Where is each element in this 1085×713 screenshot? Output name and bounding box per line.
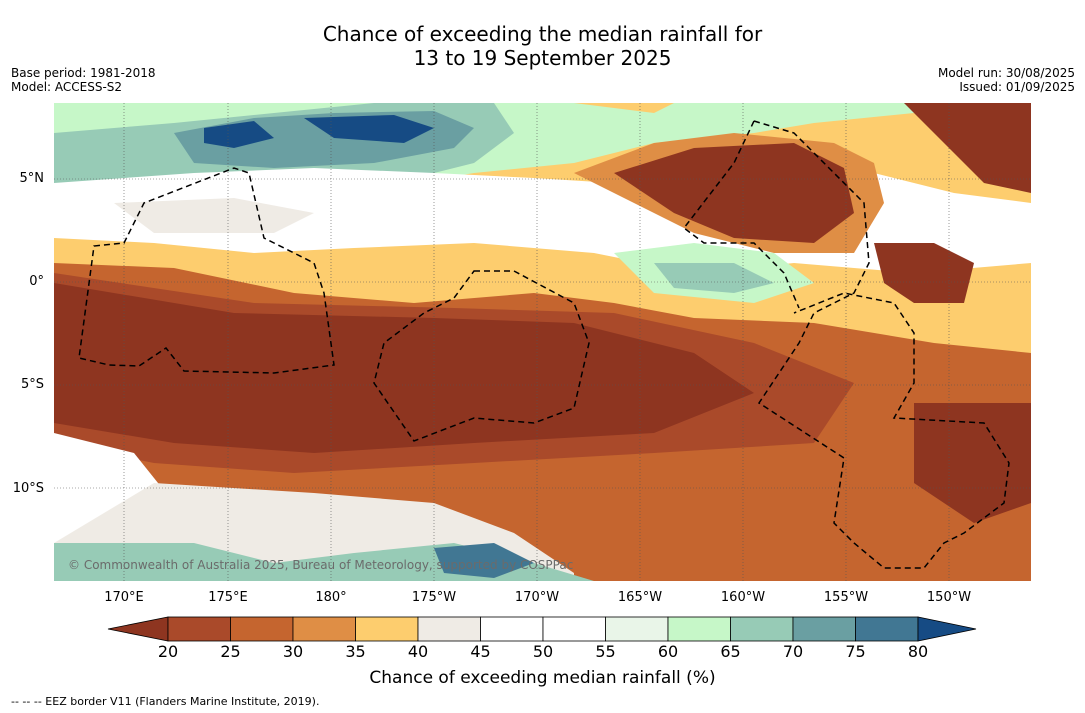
lon-label-170w: 170°W — [514, 590, 560, 605]
colorbar-tick-label: 45 — [470, 642, 491, 661]
colorbar-cell — [480, 616, 544, 642]
lon-label-180: 180° — [315, 590, 347, 605]
eez-line-islands-north — [682, 120, 800, 309]
lat-label-5s: 5°S — [20, 377, 44, 392]
colorbar-cell — [605, 616, 669, 642]
colorbar-tick-label: 40 — [407, 642, 429, 661]
colorbar-tick-label: 75 — [845, 642, 866, 661]
eez-legend-note: -- -- -- EEZ border V11 (Flanders Marine… — [11, 695, 320, 708]
colorbar-cell — [292, 616, 356, 642]
colorbar-cell — [230, 616, 294, 642]
lon-label-160w: 160°W — [720, 590, 766, 605]
map-title-line2: 13 to 19 September 2025 — [413, 46, 672, 70]
lat-label-0: 0° — [29, 274, 44, 289]
map-canvas — [54, 103, 1031, 581]
lon-label-175e: 175°E — [208, 590, 248, 605]
lon-label-150w: 150°W — [926, 590, 972, 605]
colorbar-tick-label: 70 — [782, 642, 804, 661]
colorbar-tick-label: 30 — [282, 642, 304, 661]
colorbar-extend-high — [917, 616, 977, 642]
colorbar-tick-label: 65 — [720, 642, 741, 661]
eez-kiribati-phoenix — [373, 270, 590, 442]
lon-label-155w: 155°W — [823, 590, 869, 605]
eez-borders — [78, 120, 1010, 569]
colorbar-extend-low — [107, 616, 169, 642]
lon-label-170e: 170°E — [104, 590, 144, 605]
rainfall-probability-map — [54, 103, 1031, 581]
south-driest-core — [54, 283, 754, 453]
graticule — [54, 103, 1031, 581]
model-run: Model run: 30/08/2025 — [937, 66, 1075, 80]
eez-line-islands — [753, 120, 1010, 569]
wet-core-1 — [204, 121, 274, 148]
colorbar-tick-label: 50 — [532, 642, 554, 661]
colorbar-cell — [855, 616, 919, 642]
issued-date: Issued: 01/09/2025 — [959, 80, 1075, 94]
lon-label-175w: 175°W — [411, 590, 457, 605]
lat-label-5n: 5°N — [19, 171, 45, 186]
colorbar — [107, 616, 977, 642]
copyright-notice: © Commonwealth of Australia 2025, Bureau… — [68, 558, 574, 572]
colorbar-cell — [355, 616, 419, 642]
colorbar-cell — [730, 616, 794, 642]
ne-driest-core — [614, 143, 854, 243]
model-name: Model: ACCESS-S2 — [11, 80, 123, 94]
wet-patch-east — [654, 263, 774, 293]
se-dry-core — [914, 403, 1031, 523]
colorbar-tick-label: 25 — [220, 642, 241, 661]
colorbar-tick-label: 55 — [595, 642, 616, 661]
colorbar-tick-label: 20 — [157, 642, 179, 661]
eez-kiribati-gilbert — [78, 167, 335, 374]
map-title-line1: Chance of exceeding the median rainfall … — [322, 22, 763, 46]
colorbar-cell — [542, 616, 606, 642]
colorbar-cell — [167, 616, 231, 642]
south-wet-core — [434, 543, 534, 578]
neutral-patch-1 — [114, 198, 314, 233]
colorbar-cell — [792, 616, 856, 642]
east-dry-core — [874, 243, 974, 303]
ne-corner-dry — [904, 103, 1031, 193]
colorbar-cell — [667, 616, 731, 642]
base-period: Base period: 1981-2018 — [11, 66, 156, 80]
colorbar-tick-label: 80 — [907, 642, 929, 661]
lon-label-165w: 165°W — [617, 590, 663, 605]
colorbar-title: Chance of exceeding median rainfall (%) — [369, 668, 716, 688]
colorbar-tick-label: 35 — [345, 642, 366, 661]
lat-label-10s: 10°S — [12, 481, 44, 496]
colorbar-cell — [417, 616, 481, 642]
wet-core-2 — [304, 115, 434, 143]
colorbar-tick-label: 60 — [657, 642, 679, 661]
